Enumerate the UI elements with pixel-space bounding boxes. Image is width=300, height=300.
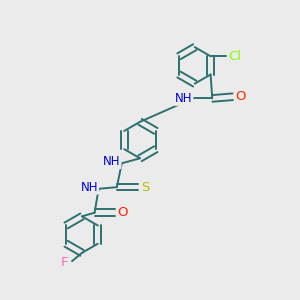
Text: Cl: Cl (228, 50, 241, 63)
Text: O: O (235, 90, 245, 103)
Text: NH: NH (175, 92, 193, 105)
Text: NH: NH (103, 155, 121, 168)
Text: S: S (142, 181, 150, 194)
Text: F: F (61, 256, 68, 269)
Text: NH: NH (80, 181, 98, 194)
Text: O: O (117, 206, 128, 219)
